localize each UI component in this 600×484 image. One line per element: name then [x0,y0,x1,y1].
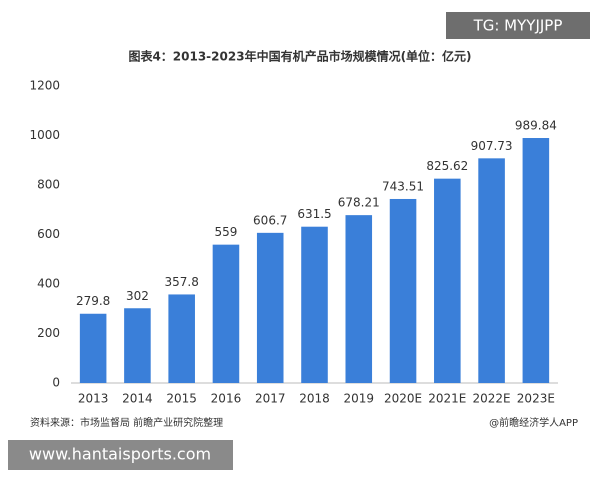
x-tick-label: 2019 [343,392,374,406]
bar [79,313,107,383]
value-label: 279.8 [76,294,110,308]
tag-box [446,12,590,39]
value-label: 678.21 [338,196,380,210]
x-tick-label: 2013 [78,392,109,406]
x-tick-label: 2018 [299,392,330,406]
site-box [8,440,233,470]
credit: @前瞻经济学人APP [489,416,578,429]
value-label: 631.5 [297,207,331,221]
site-text: www.hantaisports.com [29,445,211,464]
value-label: 825.62 [426,159,468,173]
y-tick-label: 800 [37,178,60,192]
tag-text: TG: MYYJJPP [473,17,563,35]
bar [212,244,240,383]
value-label: 302 [126,289,149,303]
x-tick-label: 2022E [473,392,511,406]
value-label: 989.84 [515,119,557,133]
x-tick-label: 2015 [166,392,197,406]
bar [168,294,195,383]
x-tick-label: 2020E [384,392,422,406]
value-label: 907.73 [471,139,513,153]
value-label: 559 [215,225,238,239]
y-tick-label: 200 [37,326,60,340]
bar [389,198,417,383]
y-tick-label: 400 [37,277,60,291]
y-tick-label: 0 [52,376,60,390]
bar [434,178,461,383]
chart-title: 图表4：2013-2023年中国有机产品市场规模情况(单位：亿元) [128,49,471,64]
bar [124,308,151,383]
y-tick-label: 600 [37,227,60,241]
x-tick-label: 2014 [122,392,153,406]
bar [345,215,373,383]
value-label: 743.51 [382,179,424,193]
y-tick-label: 1200 [29,79,60,93]
y-tick-label: 1000 [29,128,60,142]
value-label: 606.7 [253,213,287,227]
x-tick-label: 2017 [255,392,286,406]
x-tick-label: 2021E [428,392,466,406]
bar [522,138,550,383]
bar [301,226,328,383]
bar [256,232,284,383]
x-tick-label: 2023E [517,392,555,406]
bar [478,158,505,383]
value-label: 357.8 [165,275,199,289]
x-tick-label: 2016 [211,392,242,406]
source-note: 资料来源：市场监督局 前瞻产业研究院整理 [30,416,223,429]
